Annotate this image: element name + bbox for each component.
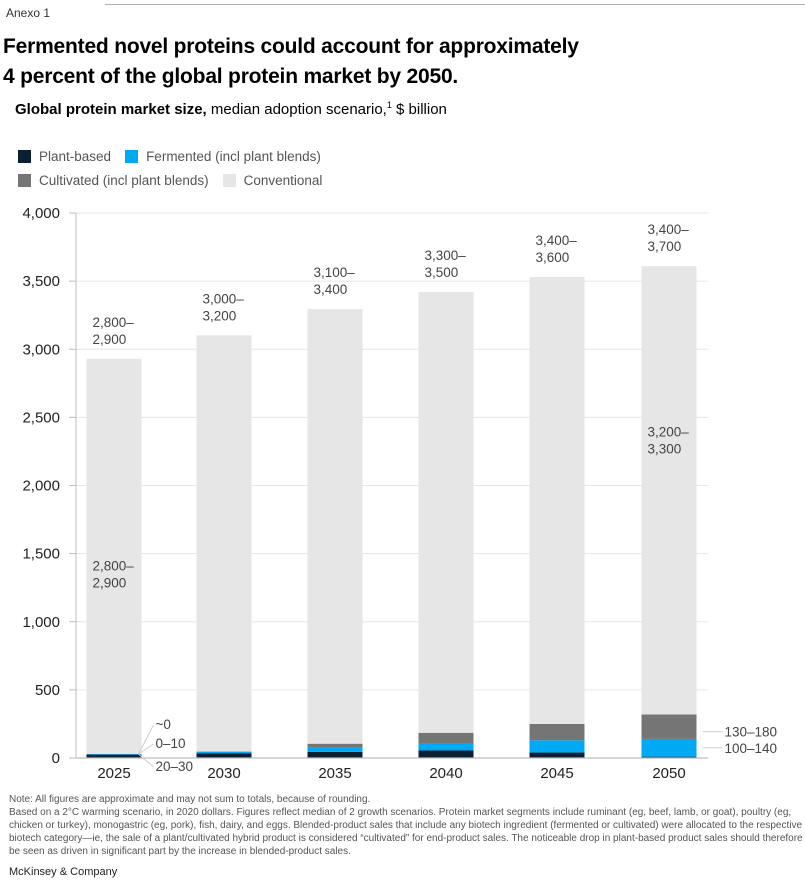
y-tick-label: 4,000	[22, 205, 60, 222]
bar-segment-cultivated	[418, 732, 474, 744]
segment-label-line2: 2,900	[93, 576, 127, 591]
total-label-line2: 3,200	[203, 308, 237, 323]
bar-segment-cultivated	[529, 723, 585, 741]
bar-segment-cultivated	[641, 714, 697, 739]
legend-label-plant: Plant-based	[39, 148, 112, 164]
legend-item-conventional: Conventional	[222, 172, 323, 188]
subtitle-unit: $ billion	[391, 101, 447, 118]
callout-leader	[138, 753, 154, 768]
bar-segment-conventional	[86, 358, 142, 754]
bar-segment-cultivated	[307, 743, 363, 748]
total-label-line1: 3,400–	[536, 233, 578, 248]
y-tick-label: 2,000	[22, 478, 60, 495]
subtitle-bold: Global protein market size,	[15, 101, 207, 118]
total-label-line2: 3,600	[536, 250, 570, 265]
total-label-line1: 3,100–	[314, 265, 356, 280]
legend-swatch-cultivated	[18, 173, 31, 187]
segment-callout-label: 100–140	[725, 741, 778, 756]
x-tick-label: 2050	[652, 765, 685, 782]
footnote-marker: 1	[386, 100, 392, 110]
bar-segment-conventional	[641, 266, 697, 715]
bar-segment-conventional	[196, 335, 252, 752]
total-label-line1: 3,300–	[425, 248, 467, 263]
bar-segment-fermented	[529, 740, 585, 753]
legend-item-plant: Plant-based	[18, 149, 111, 164]
legend-item-fermented: Fermented (incl plant blends)	[125, 149, 321, 164]
total-label-line2: 2,900	[93, 332, 127, 347]
bar-segment-plant	[529, 752, 585, 758]
segment-label-line2: 3,300	[648, 441, 682, 456]
note-text: Note: All figures are approximate and ma…	[9, 794, 371, 805]
segment-callout-label: 20–30	[156, 759, 194, 774]
total-label-line1: 3,000–	[203, 291, 245, 306]
y-tick-label: 0	[52, 750, 60, 767]
bar-segment-plant	[307, 751, 363, 758]
stacked-bar-chart: 0 500 1,000 1,500 2,000 2,500 3,000 3,500 4,000 2…	[22, 205, 778, 782]
chart-title-line2: 4 percent of the global protein market b…	[3, 65, 459, 88]
y-tick-label: 3,000	[22, 341, 60, 358]
top-divider	[105, 4, 805, 5]
y-tick-label: 500	[35, 682, 60, 699]
notes: Note: All figures are approximate and ma…	[9, 793, 804, 858]
total-label-line1: 2,800–	[93, 315, 135, 330]
x-tick-label: 2030	[207, 765, 240, 782]
legend-swatch-fermented	[125, 149, 139, 163]
y-tick-label: 3,500	[22, 273, 60, 290]
total-label-line2: 3,700	[648, 239, 682, 254]
subtitle-rest: median adoption scenario,	[206, 101, 387, 118]
legend-label-conventional: Conventional	[243, 172, 323, 188]
footnote-text: Based on a 2°C warming scenario, in 2020…	[9, 807, 803, 857]
legend-label-cultivated: Cultivated (incl plant blends)	[39, 172, 209, 188]
callout-leader	[138, 743, 154, 755]
total-label-line2: 3,500	[425, 265, 459, 280]
legend: Plant-based Fermented (incl plant blends…	[18, 144, 336, 192]
segment-callout-label: ~0	[156, 717, 171, 732]
bar-segment-plant	[196, 753, 252, 758]
bar-segment-fermented	[307, 747, 363, 752]
segment-callout-label: 130–180	[725, 725, 778, 740]
callout-leader	[138, 724, 154, 755]
chart-subtitle: Global protein market size, median adopt…	[15, 100, 447, 118]
bar-segment-plant	[86, 754, 142, 758]
segment-label-line1: 2,800–	[93, 559, 135, 574]
total-label-line2: 3,400	[314, 282, 348, 297]
x-tick-label: 2040	[429, 765, 462, 782]
chart-title-line1: Fermented novel proteins could account f…	[3, 35, 579, 58]
bar-segment-conventional	[529, 277, 585, 724]
total-label-line1: 3,400–	[648, 222, 690, 237]
y-tick-label: 2,500	[22, 409, 60, 426]
legend-label-fermented: Fermented (incl plant blends)	[146, 148, 321, 164]
bar-segment-fermented	[86, 753, 142, 755]
y-tick-label: 1,500	[22, 546, 60, 563]
brand-label: McKinsey & Company	[9, 866, 118, 878]
exhibit-label: Anexo 1	[6, 6, 51, 20]
bar-segment-cultivated	[196, 751, 252, 753]
bar-segment-plant	[418, 750, 474, 758]
chart-title: Fermented novel proteins could account f…	[3, 32, 579, 92]
bar-segment-plant	[641, 756, 697, 758]
legend-swatch-conventional	[222, 173, 236, 187]
x-tick-label: 2025	[97, 765, 130, 782]
bar-segment-fermented	[418, 743, 474, 751]
bar-segment-fermented	[641, 738, 697, 757]
legend-item-cultivated: Cultivated (incl plant blends)	[18, 173, 209, 188]
y-tick-label: 1,000	[22, 614, 60, 631]
x-tick-label: 2045	[540, 765, 573, 782]
bar-segment-conventional	[418, 292, 474, 733]
bar-segment-fermented	[196, 751, 252, 754]
x-tick-label: 2035	[318, 765, 351, 782]
segment-callout-label: 0–10	[156, 736, 186, 751]
bar-segment-conventional	[307, 309, 363, 744]
legend-swatch-plant	[18, 149, 31, 163]
segment-label-line1: 3,200–	[648, 424, 690, 439]
